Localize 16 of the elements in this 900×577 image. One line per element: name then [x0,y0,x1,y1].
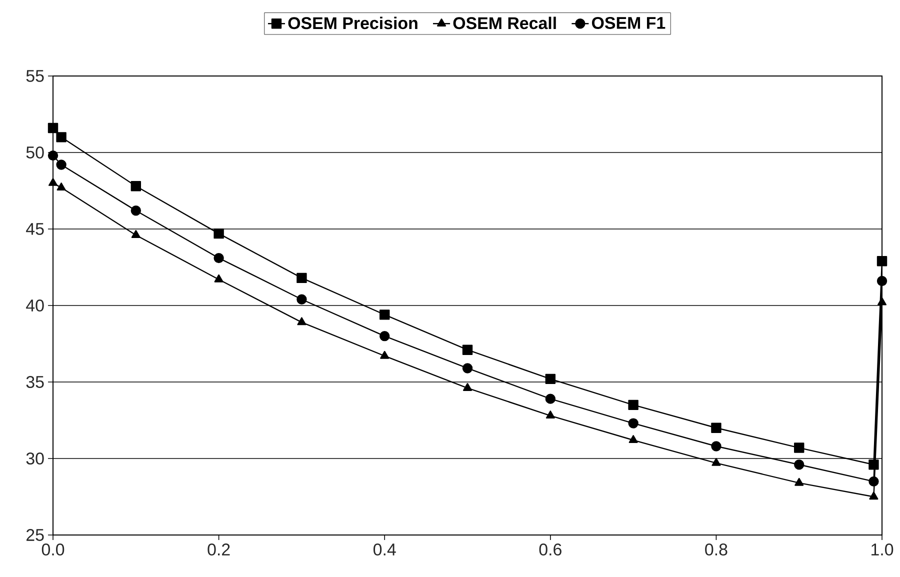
x-tick-label: 0.8 [705,544,728,556]
y-tick-label: 25 [26,528,44,541]
y-tick-label: 50 [26,146,44,158]
y-tick-label: 45 [26,223,44,235]
y-tick-label: 30 [26,452,44,464]
y-tick-label: 35 [26,376,44,388]
y-tick-label: 40 [26,299,44,312]
x-tick-label: 0.4 [373,544,396,556]
legend-label: OSEM F1 [592,16,666,29]
y-tick-label: 55 [26,70,44,82]
legend-label: OSEM Recall [453,16,556,30]
x-tick-label: 1.0 [872,544,894,556]
legend-label: OSEM Precision [288,16,418,30]
x-tick-label: 0.6 [539,544,562,556]
x-tick-label: 0.2 [208,544,230,556]
x-tick-label: 0.0 [42,544,64,556]
